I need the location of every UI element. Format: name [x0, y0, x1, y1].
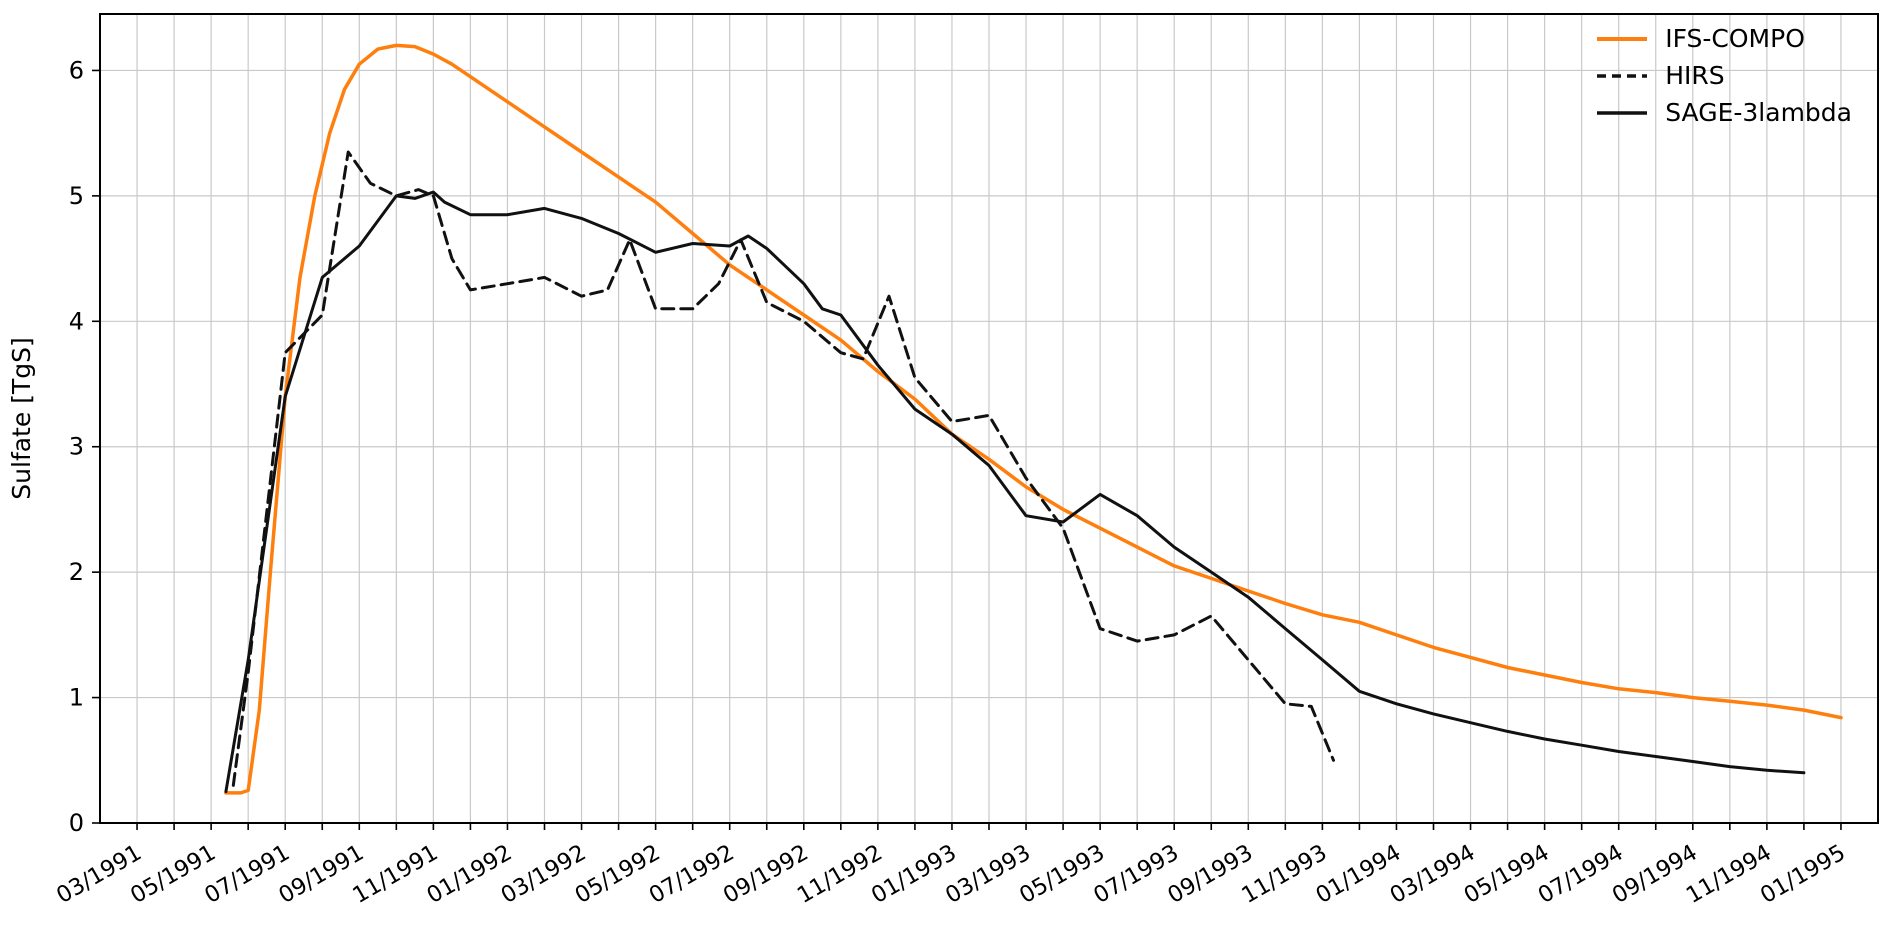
x-tick-label: 07/1991 — [200, 840, 294, 909]
series-line-ifs-compo — [224, 43, 1843, 795]
legend-item-sage-3lambda: SAGE-3lambda — [1595, 100, 1852, 125]
x-tick-label: 05/1994 — [1460, 840, 1554, 909]
legend-label-sage-3lambda: SAGE-3lambda — [1665, 98, 1852, 127]
x-tick-label: 11/1991 — [348, 840, 442, 909]
x-tick-label: 05/1992 — [571, 840, 665, 909]
legend-line-ifs-compo-icon — [1597, 36, 1648, 41]
legend-line-sage-3lambda-icon — [1597, 110, 1648, 115]
legend: IFS-COMPO HIRS SAGE-3lambda — [1595, 26, 1852, 125]
x-tick-label: 03/1992 — [497, 840, 591, 909]
x-tick-label: 01/1992 — [422, 840, 516, 909]
legend-line-hirs-icon — [1597, 73, 1648, 78]
x-tick-label: 11/1993 — [1237, 840, 1331, 909]
y-tick-label: 0 — [69, 809, 84, 837]
x-tick-label: 03/1993 — [941, 840, 1035, 909]
x-tick-label: 03/1991 — [52, 840, 146, 909]
x-tick-label: 01/1994 — [1311, 840, 1405, 909]
x-tick-label: 11/1994 — [1682, 840, 1776, 909]
x-tick-label: 01/1995 — [1756, 840, 1850, 909]
y-axis-label: Sulfate [TgS] — [7, 337, 36, 499]
x-tick-label: 09/1992 — [719, 840, 813, 909]
x-tick-label: 03/1994 — [1386, 840, 1480, 909]
y-tick-label: 6 — [69, 56, 84, 84]
y-tick-label: 3 — [69, 433, 84, 461]
x-tick-label: 07/1992 — [645, 840, 739, 909]
legend-item-ifs-compo: IFS-COMPO — [1595, 26, 1852, 51]
legend-label-hirs: HIRS — [1665, 61, 1725, 90]
x-tick-label: 09/1993 — [1163, 840, 1257, 909]
y-tick-label: 5 — [69, 182, 84, 210]
x-tick-label: 07/1994 — [1534, 840, 1628, 909]
y-tick-label: 1 — [69, 684, 84, 712]
x-tick-label: 09/1991 — [274, 840, 368, 909]
series-line-hirs — [231, 150, 1335, 787]
series-line-sage-3lambda — [224, 190, 1806, 794]
legend-label-ifs-compo: IFS-COMPO — [1665, 24, 1805, 53]
legend-item-hirs: HIRS — [1595, 63, 1852, 88]
x-tick-label: 09/1994 — [1608, 840, 1702, 909]
x-tick-label: 11/1992 — [793, 840, 887, 909]
x-tick-label: 07/1993 — [1089, 840, 1183, 909]
y-tick-label: 4 — [69, 307, 84, 335]
y-tick-label: 2 — [69, 558, 84, 586]
x-tick-label: 05/1991 — [126, 840, 220, 909]
x-tick-label: 01/1993 — [867, 840, 961, 909]
x-tick-label: 05/1993 — [1015, 840, 1109, 909]
